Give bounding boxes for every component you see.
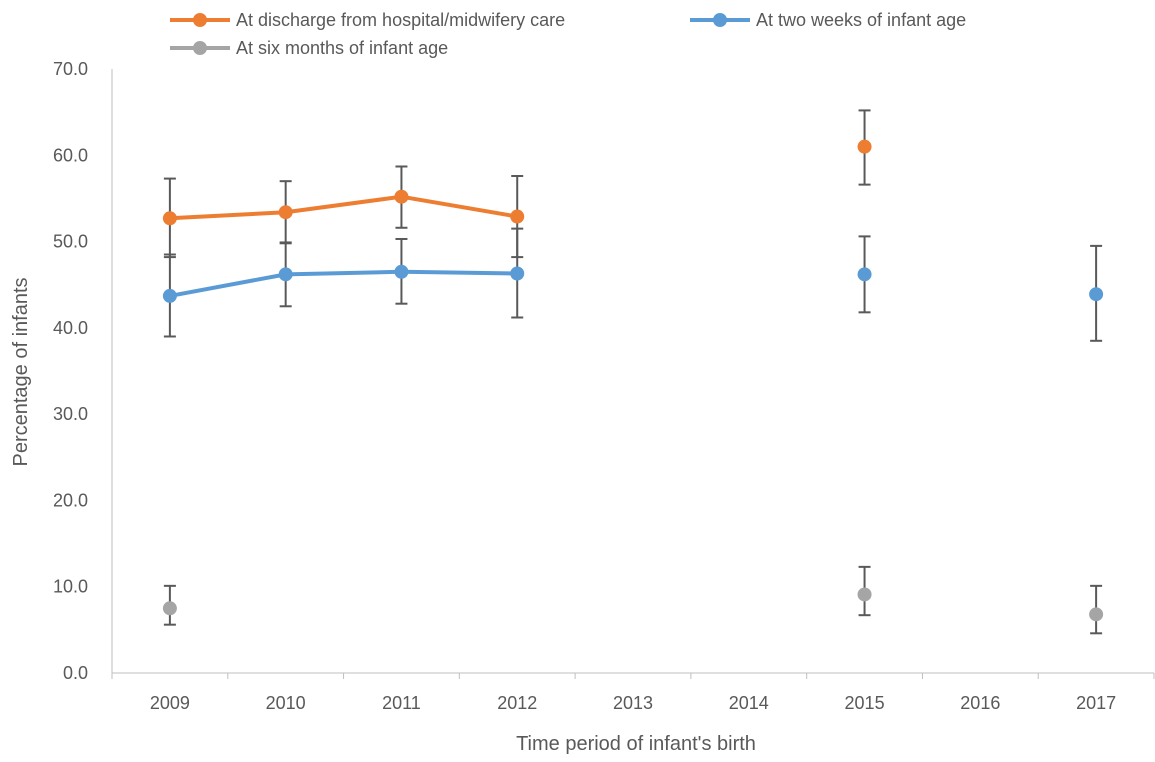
x-axis-title: Time period of infant's birth (516, 733, 756, 755)
legend-marker (713, 13, 727, 27)
series-lines (167, 194, 520, 298)
data-points (162, 139, 1104, 622)
x-tick-label: 2013 (613, 693, 653, 713)
series-0-point (278, 205, 293, 220)
x-tick-label: 2014 (729, 693, 769, 713)
x-tick-label: 2011 (382, 693, 421, 713)
x-tick-label: 2016 (960, 693, 1000, 713)
series-0-line-segment (167, 210, 288, 221)
series-0-point (394, 189, 409, 204)
legend-label: At six months of infant age (236, 38, 448, 58)
legend-marker (193, 41, 207, 55)
y-tick-label: 60.0 (53, 145, 88, 165)
legend-marker (193, 13, 207, 27)
series-0-line-segment (399, 194, 520, 219)
x-tick-label: 2010 (266, 693, 306, 713)
legend-label: At discharge from hospital/midwifery car… (236, 10, 565, 30)
series-1-point (162, 288, 177, 303)
series-2-point (857, 587, 872, 602)
series-1-point (510, 266, 525, 281)
y-tick-label: 0.0 (63, 663, 88, 683)
x-tick-label: 2012 (497, 693, 537, 713)
y-tick-label: 30.0 (53, 404, 88, 424)
x-tick-label: 2009 (150, 693, 190, 713)
legend-item: At two weeks of infant age (690, 10, 966, 30)
legend-label: At two weeks of infant age (756, 10, 966, 30)
series-1-point (394, 264, 409, 279)
y-axis-title: Percentage of infants (10, 277, 32, 466)
series-1-line-segment (283, 269, 404, 277)
y-tick-label: 70.0 (53, 59, 88, 79)
series-1-point (278, 267, 293, 282)
series-0-line-segment (283, 194, 404, 215)
legend: At discharge from hospital/midwifery car… (170, 10, 966, 58)
legend-item: At discharge from hospital/midwifery car… (170, 10, 565, 30)
series-2-point (1089, 607, 1104, 622)
x-tick-label: 2017 (1076, 693, 1116, 713)
x-tick-label: 2015 (845, 693, 885, 713)
error-bars (163, 109, 1103, 635)
y-tick-label: 20.0 (53, 490, 88, 510)
y-tick-label: 40.0 (53, 318, 88, 338)
series-1-point (857, 267, 872, 282)
series-0-point (857, 139, 872, 154)
series-1-line-segment (167, 272, 288, 298)
series-2-point (162, 601, 177, 616)
series-0-point (162, 211, 177, 226)
series-1-point (1089, 287, 1104, 302)
y-tick-label: 10.0 (53, 577, 88, 597)
series-0-point (510, 209, 525, 224)
legend-item: At six months of infant age (170, 38, 448, 58)
series-1-line-segment (399, 269, 520, 276)
axes: 0.0 10.0 20.0 30.0 40.0 50.0 60.0 70.0 2009 2010 2… (53, 59, 1155, 713)
y-tick-label: 50.0 (53, 232, 88, 252)
